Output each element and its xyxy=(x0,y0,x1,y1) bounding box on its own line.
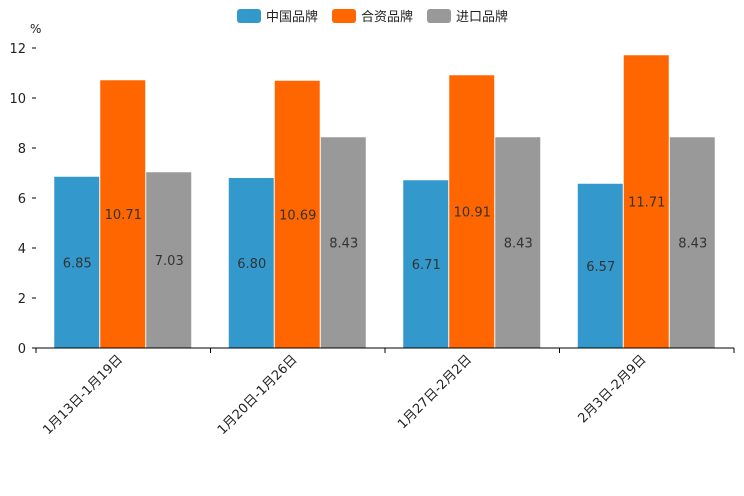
bar-value-label-2-1: 10.71 xyxy=(105,208,142,223)
bar-2-4 xyxy=(623,55,669,348)
bar-value-label-1-3: 6.71 xyxy=(412,258,441,273)
legend: 中国品牌 合资品牌 进口品牌 xyxy=(237,9,508,25)
bar-3-4 xyxy=(669,137,715,348)
bar-value-label-2-2: 10.69 xyxy=(279,208,316,223)
bar-value-label-3-4: 8.43 xyxy=(678,237,707,252)
bar-value-label-3-1: 7.03 xyxy=(155,254,184,269)
x-category-label-3: 1月27日-2月2日 xyxy=(395,352,475,432)
bar-value-label-3-2: 8.43 xyxy=(329,237,358,252)
bar-2-2 xyxy=(274,80,320,348)
legend-swatch-1 xyxy=(237,9,261,23)
y-tick-label-10: 10 xyxy=(9,92,26,107)
x-category-label-1: 1月13日-1月19日 xyxy=(40,352,126,438)
legend-swatch-3 xyxy=(427,9,451,23)
bar-value-label-3-3: 8.43 xyxy=(504,237,533,252)
y-tick-label-12: 12 xyxy=(9,42,26,57)
bars: 6.85 6.80 6.71 6.57 10.71 10.69 10.91 11.71 7.03… xyxy=(54,55,715,348)
x-axis: 1月13日-1月19日 1月20日-1月26日 1月27日-2月2日 2月3日-2月9… xyxy=(35,347,735,438)
y-axis-unit-label: % xyxy=(30,22,41,36)
legend-label-2: 合资品牌 xyxy=(361,9,413,25)
y-tick-label-4: 4 xyxy=(18,242,26,257)
bar-value-label-1-1: 6.85 xyxy=(63,256,92,271)
bar-value-label-1-2: 6.80 xyxy=(237,257,266,272)
y-tick-label-6: 6 xyxy=(18,192,26,207)
x-category-label-2: 1月20日-1月26日 xyxy=(215,352,301,438)
legend-label-3: 进口品牌 xyxy=(456,9,508,25)
bar-2-3 xyxy=(449,75,495,348)
bar-1-4 xyxy=(577,183,623,348)
bar-2-1 xyxy=(100,80,146,348)
bar-3-2 xyxy=(320,137,366,348)
bar-value-label-2-4: 11.71 xyxy=(628,196,665,211)
y-tick-label-2: 2 xyxy=(18,292,26,307)
legend-swatch-2 xyxy=(332,9,356,23)
bar-1-2 xyxy=(228,178,274,348)
x-category-label-4: 2月3日-2月9日 xyxy=(575,352,649,426)
y-axis: 0 2 4 6 8 10 12 xyxy=(9,42,36,357)
bar-1-1 xyxy=(54,176,100,348)
bar-3-1 xyxy=(146,172,192,348)
bar-1-3 xyxy=(403,180,449,348)
bar-value-label-1-4: 6.57 xyxy=(586,260,615,275)
y-tick-label-0: 0 xyxy=(18,342,26,357)
bar-3-3 xyxy=(495,137,541,348)
y-tick-label-8: 8 xyxy=(18,142,26,157)
bar-value-label-2-3: 10.91 xyxy=(454,206,491,221)
legend-label-1: 中国品牌 xyxy=(266,9,318,25)
